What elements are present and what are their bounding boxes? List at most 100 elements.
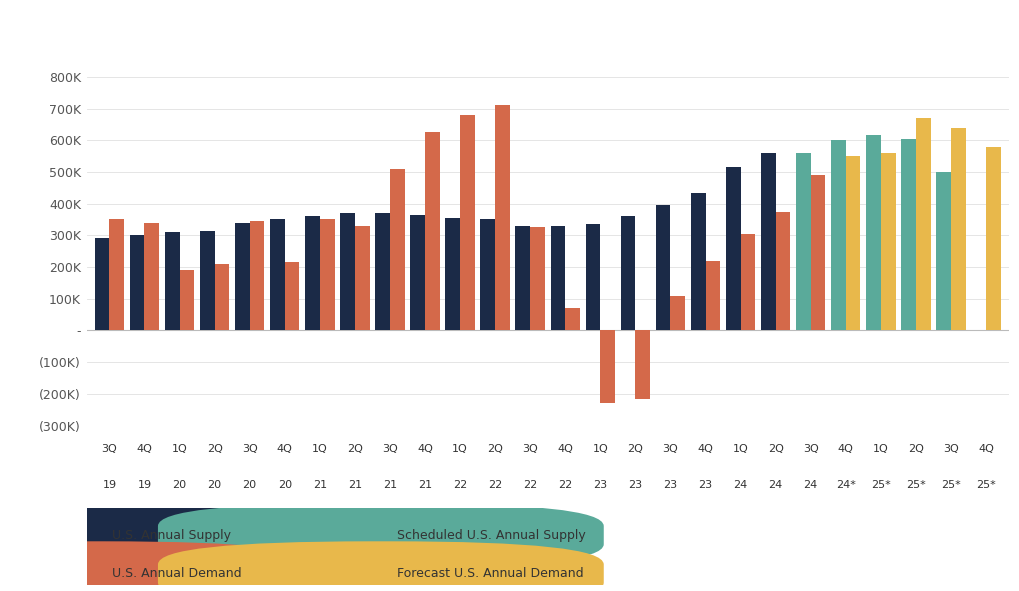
Text: 4Q: 4Q [838, 444, 854, 454]
Bar [671, 296, 685, 330]
Text: 20: 20 [277, 480, 291, 490]
Bar [986, 147, 1001, 330]
Bar [636, 330, 650, 398]
Bar [340, 213, 355, 330]
Text: 25*: 25* [871, 480, 891, 490]
Bar [95, 239, 109, 330]
Text: 1Q: 1Q [452, 444, 468, 454]
Text: 4Q: 4Q [277, 444, 292, 454]
Text: Scheduled U.S. Annual Supply: Scheduled U.S. Annual Supply [397, 529, 586, 541]
Text: 21: 21 [347, 480, 362, 490]
Bar [901, 139, 916, 330]
Text: 23: 23 [593, 480, 607, 490]
Bar [691, 193, 705, 330]
Text: 24: 24 [804, 480, 818, 490]
Text: Forecast U.S. Annual Demand: Forecast U.S. Annual Demand [397, 567, 584, 580]
Text: 1Q: 1Q [592, 444, 608, 454]
Text: 2Q: 2Q [487, 444, 503, 454]
Text: 1Q: 1Q [312, 444, 328, 454]
Bar [305, 216, 320, 330]
Text: 2Q: 2Q [628, 444, 643, 454]
Text: U.S. Annual Demand: U.S. Annual Demand [112, 567, 242, 580]
FancyBboxPatch shape [158, 503, 603, 567]
Text: 22: 22 [523, 480, 537, 490]
Bar [655, 205, 671, 330]
Text: 3Q: 3Q [662, 444, 679, 454]
Bar [705, 261, 720, 330]
Bar [621, 216, 636, 330]
Bar [145, 223, 159, 330]
Bar [460, 115, 475, 330]
FancyBboxPatch shape [158, 541, 603, 591]
Text: 3Q: 3Q [803, 444, 818, 454]
Text: 4Q: 4Q [978, 444, 994, 454]
Text: 24*: 24* [836, 480, 856, 490]
Bar [109, 219, 124, 330]
Bar [200, 230, 215, 330]
Bar [516, 226, 530, 330]
Bar [726, 167, 741, 330]
Bar [480, 219, 495, 330]
Text: 25*: 25* [976, 480, 996, 490]
Bar [775, 212, 791, 330]
Text: 23: 23 [663, 480, 678, 490]
Bar [866, 135, 880, 330]
Bar [320, 219, 334, 330]
Text: 23: 23 [698, 480, 712, 490]
FancyBboxPatch shape [0, 541, 318, 591]
Bar [129, 235, 145, 330]
Bar [951, 128, 966, 330]
Text: 19: 19 [102, 480, 116, 490]
Bar [936, 172, 951, 330]
Text: 20: 20 [208, 480, 222, 490]
Text: 1Q: 1Q [171, 444, 187, 454]
Text: 22: 22 [452, 480, 467, 490]
Bar [741, 234, 755, 330]
Bar [586, 224, 600, 330]
Text: 20: 20 [172, 480, 186, 490]
Bar [411, 215, 425, 330]
Bar [566, 309, 580, 330]
Bar [250, 221, 264, 330]
Text: 4Q: 4Q [557, 444, 573, 454]
Text: 21: 21 [418, 480, 432, 490]
Text: 2Q: 2Q [346, 444, 363, 454]
Bar [761, 153, 775, 330]
Bar [390, 169, 405, 330]
Text: U.S. Annual Supply: U.S. Annual Supply [112, 529, 230, 541]
Text: 22: 22 [558, 480, 573, 490]
Text: 4Q: 4Q [698, 444, 713, 454]
Text: 20: 20 [243, 480, 257, 490]
Bar [355, 226, 370, 330]
Bar [375, 213, 390, 330]
Bar [425, 132, 440, 330]
Text: 21: 21 [383, 480, 397, 490]
Text: 4Q: 4Q [417, 444, 433, 454]
Text: 3Q: 3Q [242, 444, 258, 454]
Bar [530, 228, 545, 330]
Text: 21: 21 [313, 480, 327, 490]
Text: 2Q: 2Q [908, 444, 924, 454]
Text: 3Q: 3Q [102, 444, 117, 454]
Bar [495, 105, 510, 330]
Bar [880, 153, 896, 330]
Text: 1Q: 1Q [733, 444, 748, 454]
Bar [811, 175, 825, 330]
FancyBboxPatch shape [0, 503, 318, 567]
Bar [550, 226, 566, 330]
Text: 22: 22 [488, 480, 502, 490]
Bar [796, 153, 811, 330]
Bar [284, 262, 300, 330]
Text: 25*: 25* [942, 480, 961, 490]
Bar [215, 264, 229, 330]
Text: 1Q: 1Q [873, 444, 889, 454]
Bar [445, 218, 460, 330]
Text: 25*: 25* [906, 480, 926, 490]
Bar [235, 223, 250, 330]
Text: 24: 24 [768, 480, 783, 490]
Bar [179, 270, 195, 330]
Text: 4Q: 4Q [137, 444, 153, 454]
Bar [832, 140, 846, 330]
Text: 24: 24 [734, 480, 748, 490]
Text: 3Q: 3Q [943, 444, 959, 454]
